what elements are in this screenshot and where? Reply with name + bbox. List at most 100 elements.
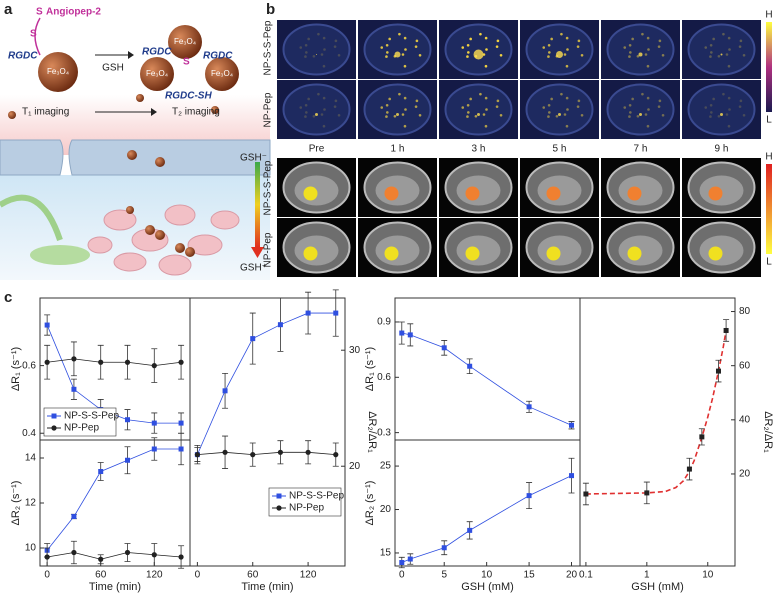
signal xyxy=(401,53,405,56)
marker xyxy=(151,446,157,452)
marker xyxy=(71,549,77,556)
marker xyxy=(98,469,104,474)
colorbar xyxy=(766,22,772,112)
signal xyxy=(739,39,743,43)
marker xyxy=(399,330,405,336)
label: RGDC xyxy=(203,51,233,62)
signal xyxy=(485,48,488,51)
signal xyxy=(709,103,713,107)
signal xyxy=(380,46,384,49)
signal xyxy=(644,113,648,116)
x-tick-label: 10 xyxy=(702,570,714,581)
signal xyxy=(394,51,401,58)
signal xyxy=(658,39,662,43)
y-tick-label: 10 xyxy=(25,543,37,554)
brain xyxy=(444,83,513,136)
signal xyxy=(548,111,551,114)
tumor xyxy=(546,186,561,201)
marker xyxy=(71,386,77,392)
signal xyxy=(304,55,307,58)
legend-marker xyxy=(276,505,282,511)
signal xyxy=(548,51,551,54)
signal xyxy=(542,106,546,109)
marker xyxy=(71,356,77,362)
x-tick-label: 15 xyxy=(524,570,536,581)
y-tick-label: 0.3 xyxy=(377,427,391,438)
panel-a: S S Angiopep-2 RGDC Fe₃O₄ GSH Fe₃O₄ Fe₃O… xyxy=(0,7,271,280)
signal xyxy=(322,64,326,68)
signal xyxy=(709,115,712,118)
marker xyxy=(250,336,256,342)
brain xyxy=(606,23,675,76)
signal xyxy=(380,106,384,109)
legend-marker xyxy=(51,425,57,431)
signal xyxy=(550,37,553,41)
y-tick-label: 15 xyxy=(380,548,392,559)
marker xyxy=(699,434,705,440)
tumor xyxy=(384,246,399,261)
signal xyxy=(563,53,567,56)
signal xyxy=(628,115,631,118)
plot-frame xyxy=(394,297,581,441)
marker xyxy=(526,493,532,499)
fit-curve xyxy=(585,330,727,495)
signal xyxy=(709,55,712,58)
label: Fe₃O₄ xyxy=(146,69,168,78)
signal xyxy=(461,106,465,109)
row-label: NP-S-S-Pep xyxy=(263,20,274,75)
signal xyxy=(312,54,316,58)
signal xyxy=(712,37,715,41)
signal xyxy=(657,45,661,48)
signal xyxy=(418,113,422,117)
brain xyxy=(525,23,594,76)
signal xyxy=(398,32,401,36)
plot-frame xyxy=(394,439,581,567)
signal xyxy=(337,113,341,117)
tumor xyxy=(303,186,318,201)
signal xyxy=(577,99,581,103)
x-tick-label: 0 xyxy=(44,570,50,581)
signal xyxy=(388,97,391,101)
tumor xyxy=(546,246,561,261)
signal xyxy=(542,46,546,49)
column-label: 5 h xyxy=(553,144,567,155)
y2-tick-label: 40 xyxy=(739,414,751,425)
x-axis-label: Time (min) xyxy=(241,581,293,593)
marker xyxy=(467,363,473,369)
x-tick-label: 60 xyxy=(247,570,259,581)
signal xyxy=(415,99,419,103)
marker xyxy=(569,473,575,479)
signal xyxy=(720,53,723,56)
y-axis-label: ΔR₂/ΔR₁ xyxy=(762,411,774,453)
signal xyxy=(393,114,397,118)
y-tick-label: 25 xyxy=(380,461,392,472)
marker xyxy=(407,556,413,562)
colorbar-label: H xyxy=(765,10,772,21)
signal xyxy=(477,113,480,116)
gradient-arrow xyxy=(255,162,260,247)
series-line xyxy=(47,552,182,560)
marker xyxy=(44,359,50,365)
signal xyxy=(386,51,389,54)
signal xyxy=(631,97,634,101)
row-label: NP-Pep xyxy=(263,92,274,127)
marker xyxy=(583,491,589,497)
label: S xyxy=(30,29,37,40)
signal xyxy=(547,103,551,107)
marker xyxy=(333,452,339,458)
brain xyxy=(606,83,675,136)
plot-frame xyxy=(189,297,346,567)
signal xyxy=(661,113,665,117)
signal xyxy=(639,113,642,116)
marker xyxy=(441,345,447,351)
signal xyxy=(385,115,388,118)
signal xyxy=(334,99,338,103)
x-tick-label: 120 xyxy=(146,570,163,581)
signal xyxy=(388,37,391,41)
y2-tick-label: 20 xyxy=(349,461,361,472)
marker xyxy=(98,556,104,562)
signal xyxy=(414,105,418,108)
signal xyxy=(499,113,503,117)
signal xyxy=(315,113,318,116)
